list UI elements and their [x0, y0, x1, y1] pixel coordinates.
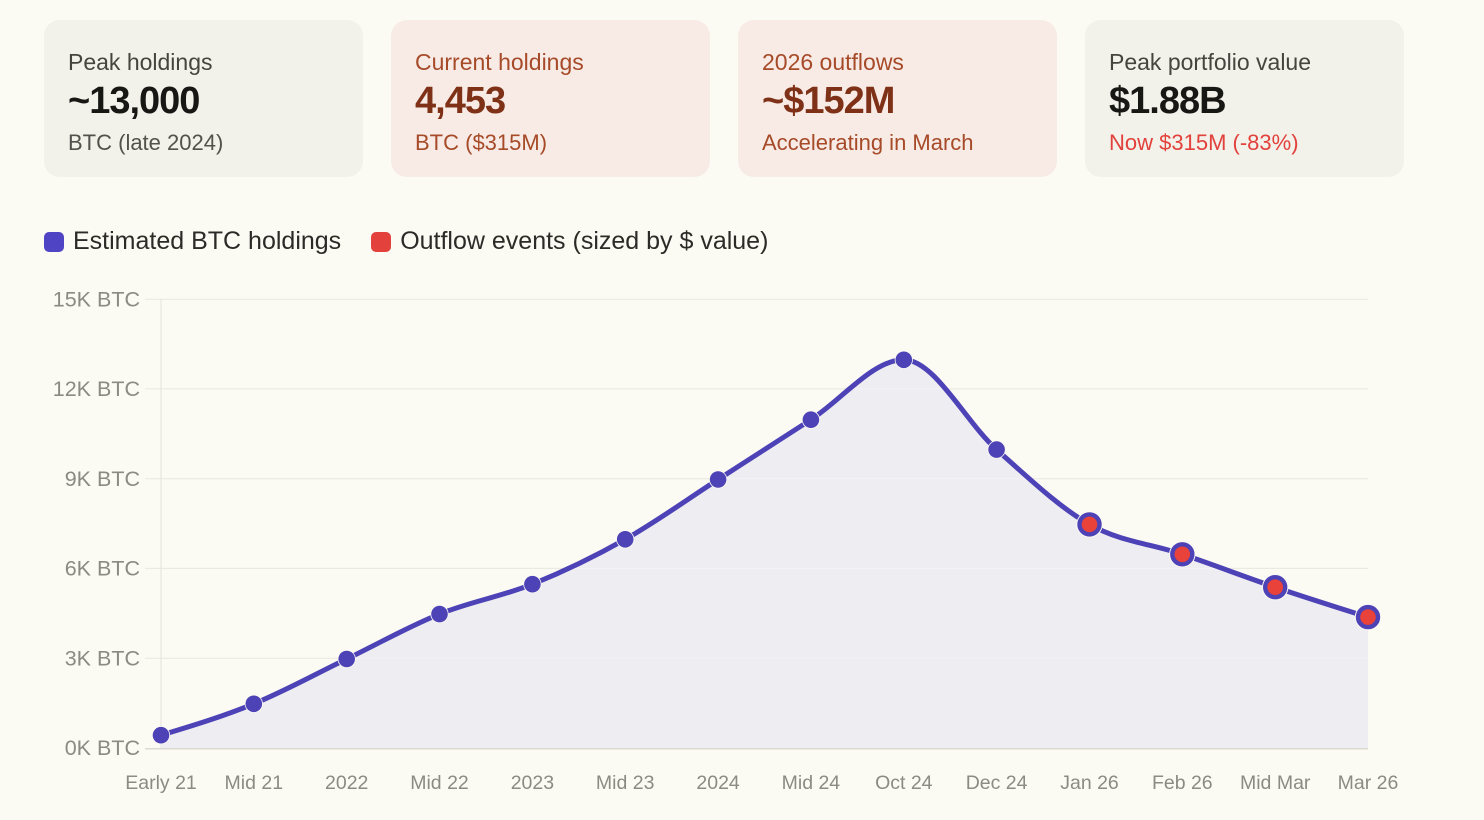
svg-text:Mar 26: Mar 26 — [1338, 772, 1399, 794]
svg-text:2022: 2022 — [325, 772, 368, 794]
svg-text:Early 21: Early 21 — [125, 772, 197, 794]
svg-text:6K BTC: 6K BTC — [65, 557, 140, 581]
svg-text:Mid 24: Mid 24 — [782, 772, 841, 794]
svg-text:Mid Mar: Mid Mar — [1240, 772, 1311, 794]
svg-text:Mid 23: Mid 23 — [596, 772, 655, 794]
svg-text:Feb 26: Feb 26 — [1152, 772, 1213, 794]
svg-text:2023: 2023 — [511, 772, 554, 794]
svg-text:Mid 21: Mid 21 — [225, 772, 284, 794]
svg-text:Dec 24: Dec 24 — [966, 772, 1028, 794]
svg-text:Mid 22: Mid 22 — [410, 772, 469, 794]
svg-text:9K BTC: 9K BTC — [65, 467, 140, 491]
svg-text:2024: 2024 — [696, 772, 740, 794]
svg-text:Oct 24: Oct 24 — [875, 772, 933, 794]
svg-text:Jan 26: Jan 26 — [1060, 772, 1119, 794]
svg-text:15K BTC: 15K BTC — [53, 288, 140, 312]
svg-text:12K BTC: 12K BTC — [53, 377, 140, 401]
svg-text:3K BTC: 3K BTC — [65, 647, 140, 671]
svg-text:0K BTC: 0K BTC — [65, 736, 140, 760]
